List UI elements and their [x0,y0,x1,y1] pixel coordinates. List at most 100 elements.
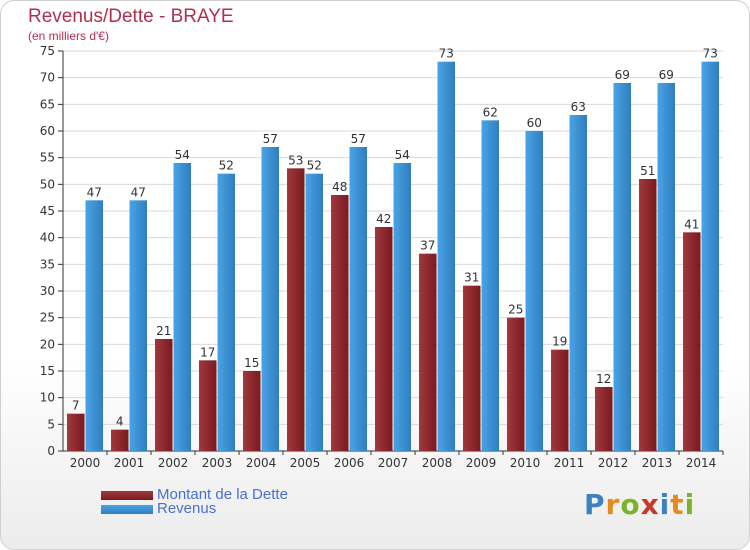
data-label-dette: 31 [464,271,479,285]
y-tick-label: 10 [40,391,55,405]
x-tick-label: 2007 [378,456,409,470]
bar-dette [111,429,129,451]
bar-revenus [613,83,631,451]
y-tick-label: 60 [40,124,55,138]
bar-dette [243,371,261,451]
data-label-revenus: 47 [131,185,146,199]
data-label-dette: 17 [200,345,215,359]
bar-revenus [701,61,719,452]
bar-dette [199,360,217,451]
bar-revenus [173,163,191,451]
x-tick-label: 2002 [158,456,189,470]
legend-label-revenus: Revenus [157,500,217,517]
x-tick-label: 2005 [290,456,321,470]
bar-dette [507,317,525,451]
data-label-revenus: 57 [263,132,278,146]
bar-revenus [525,131,543,451]
bar-revenus [437,61,455,452]
bar-revenus [129,200,147,451]
x-tick-label: 2004 [246,456,277,470]
y-tick-label: 55 [40,151,55,165]
data-label-revenus: 52 [219,159,234,173]
x-tick-label: 2012 [598,456,629,470]
y-tick-label: 70 [40,71,55,85]
bar-dette [331,195,349,451]
x-tick-label: 2003 [202,456,233,470]
y-tick-label: 0 [47,444,55,458]
data-label-dette: 19 [552,335,567,349]
y-tick-label: 75 [40,44,55,58]
data-label-revenus: 52 [307,159,322,173]
data-label-dette: 4 [116,415,124,429]
data-label-revenus: 73 [439,47,454,61]
data-label-revenus: 69 [659,68,674,82]
data-label-revenus: 54 [395,148,410,162]
bar-dette [419,253,437,451]
x-tick-label: 2013 [642,456,673,470]
y-tick-label: 45 [40,204,55,218]
bar-revenus [349,147,367,451]
y-tick-label: 5 [47,417,55,431]
data-label-dette: 42 [376,212,391,226]
bar-dette [463,285,481,451]
x-tick-label: 2010 [510,456,541,470]
bar-dette [683,232,701,451]
data-label-dette: 21 [156,324,171,338]
data-label-dette: 53 [288,153,303,167]
data-label-revenus: 57 [351,132,366,146]
y-tick-label: 20 [40,337,55,351]
bar-revenus [217,173,235,451]
legend-swatch-revenus [101,505,153,514]
proxiti-logo: Proxiti [584,488,696,521]
data-label-dette: 51 [640,164,655,178]
data-label-revenus: 60 [527,116,542,130]
data-label-revenus: 54 [175,148,190,162]
y-tick-label: 40 [40,231,55,245]
y-tick-label: 25 [40,311,55,325]
bar-revenus [569,115,587,451]
data-label-revenus: 69 [615,68,630,82]
bar-dette [595,387,613,451]
legend-swatch-dette [101,491,153,500]
y-tick-label: 15 [40,364,55,378]
data-label-dette: 25 [508,303,523,317]
x-tick-label: 2000 [70,456,101,470]
x-tick-label: 2008 [422,456,453,470]
bar-revenus [657,83,675,451]
bar-dette [67,413,85,451]
bar-revenus [85,200,103,451]
data-label-revenus: 73 [703,47,718,61]
data-label-dette: 37 [420,239,435,253]
y-tick-label: 30 [40,284,55,298]
chart-title: Revenus/Dette - BRAYE [28,6,234,27]
data-label-dette: 15 [244,356,259,370]
data-label-revenus: 62 [483,105,498,119]
y-tick-label: 65 [40,97,55,111]
bar-dette [155,339,173,451]
bar-dette [551,349,569,451]
data-label-revenus: 47 [87,185,102,199]
bar-revenus [481,120,499,451]
data-label-dette: 41 [684,217,699,231]
data-label-dette: 7 [72,399,80,413]
bar-revenus [305,173,323,451]
data-label-revenus: 63 [571,100,586,114]
bar-dette [375,227,393,451]
y-tick-label: 35 [40,257,55,271]
bar-revenus [393,163,411,451]
bar-dette [639,179,657,451]
bar-dette [287,168,305,452]
x-tick-label: 2009 [466,456,497,470]
bar-revenus [261,147,279,451]
data-label-dette: 12 [596,372,611,386]
y-tick-label: 50 [40,177,55,191]
chart-subtitle: (en milliers d'€) [28,29,109,43]
data-label-dette: 48 [332,180,347,194]
x-tick-label: 2011 [554,456,585,470]
x-tick-label: 2014 [686,456,717,470]
legend-label-dette: Montant de la Dette [157,486,288,503]
x-tick-label: 2006 [334,456,365,470]
x-tick-label: 2001 [114,456,145,470]
